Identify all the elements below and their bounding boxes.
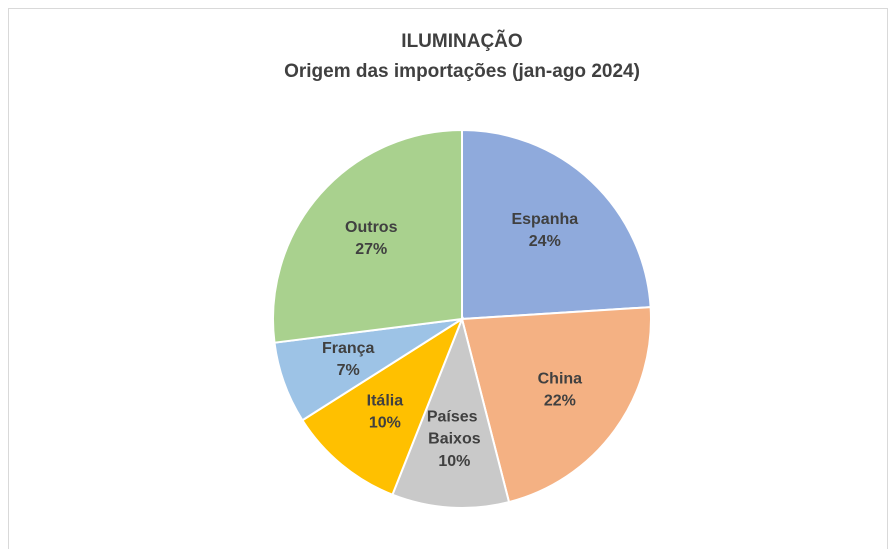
pie-slice	[461, 128, 652, 321]
slice-label: Outros	[345, 219, 398, 236]
slice-label: China	[538, 370, 583, 387]
pie-slice	[272, 128, 463, 344]
slice-label: Itália	[367, 392, 404, 409]
pie-slice	[460, 306, 652, 504]
slice-label: França	[322, 340, 375, 357]
slice-value-label: 24%	[529, 233, 561, 250]
chart-title: ILUMINAÇÃO	[401, 30, 522, 52]
pie-slice	[301, 316, 465, 497]
chart-subtitle: Origem das importações (jan-ago 2024)	[284, 61, 640, 82]
slice-value-label: 22%	[544, 392, 576, 409]
slice-value-label: 10%	[438, 453, 470, 470]
slice-value-label: 10%	[369, 414, 401, 431]
slice-value-label: 27%	[355, 241, 387, 258]
slice-label: Espanha	[511, 211, 578, 228]
slice-value-label: 7%	[337, 362, 360, 379]
pie-slice	[391, 315, 511, 509]
slice-label: Países Baixos	[427, 409, 482, 448]
